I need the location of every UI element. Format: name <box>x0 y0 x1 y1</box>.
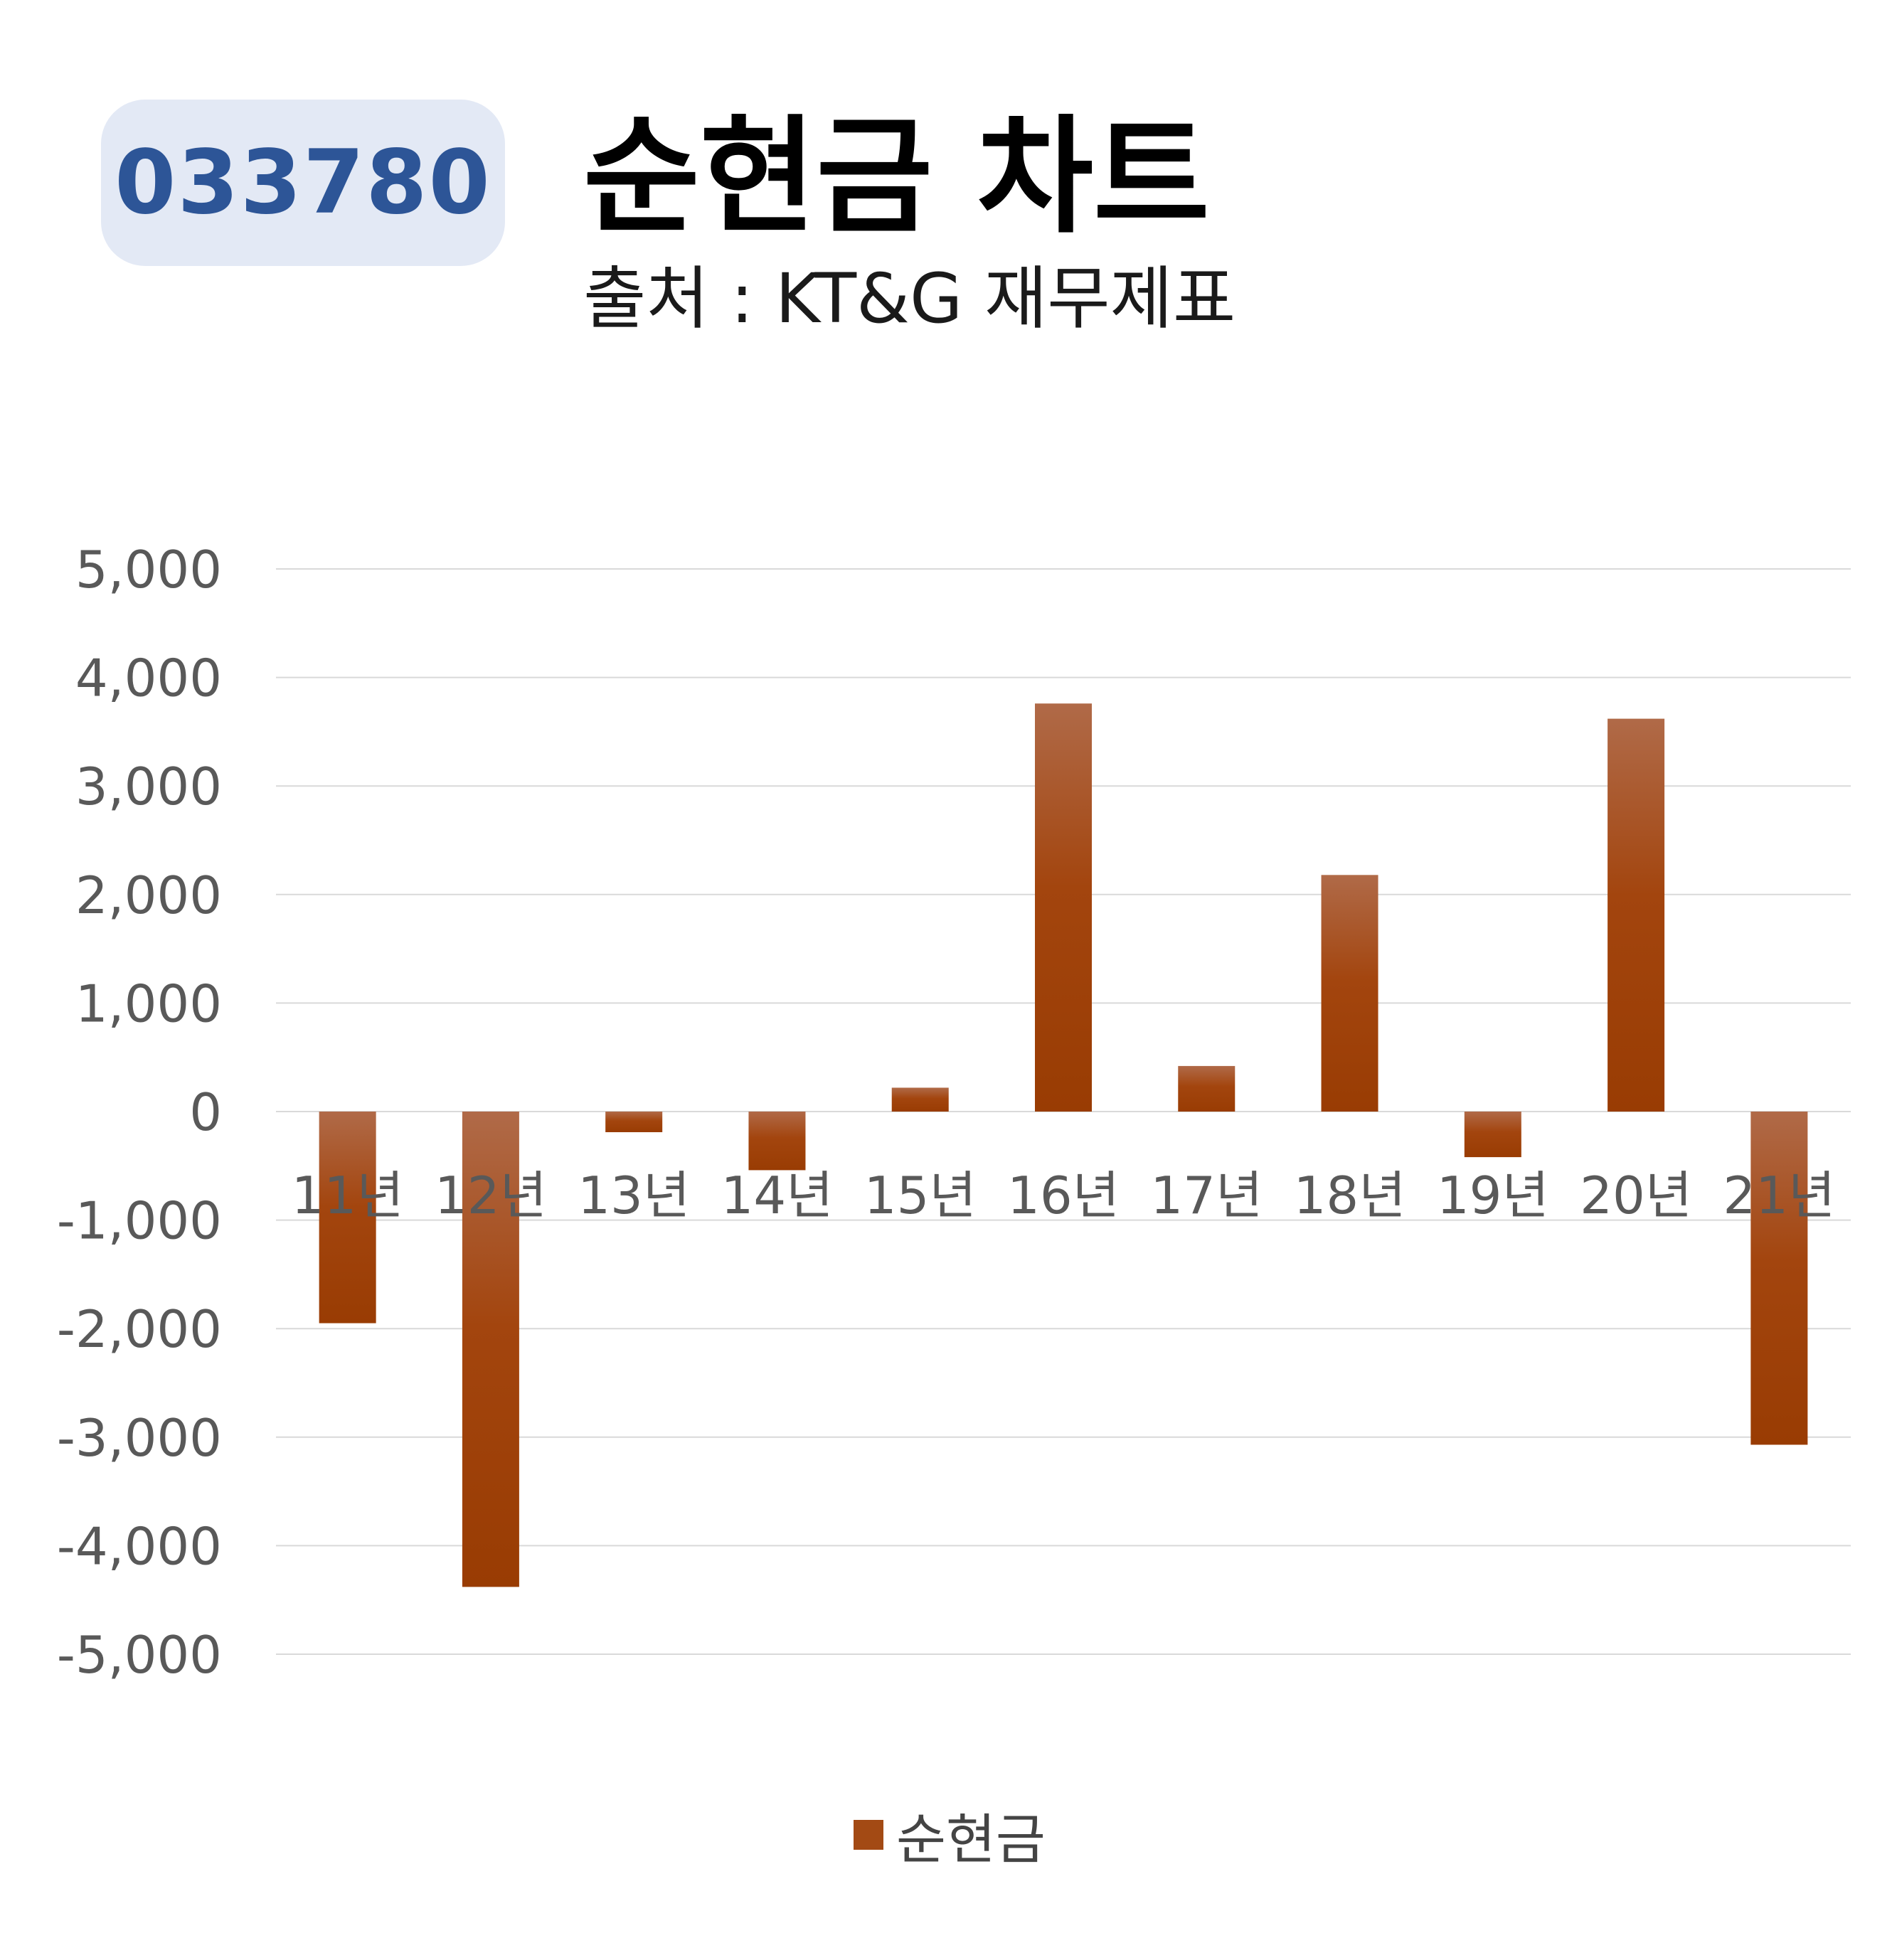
y-tick-label: -5,000 <box>57 1625 222 1685</box>
x-tick-label: 13년 <box>578 1166 690 1225</box>
bar-12년 <box>462 1112 519 1587</box>
y-tick-label: -4,000 <box>57 1516 222 1576</box>
x-tick-label: 17년 <box>1150 1166 1263 1225</box>
legend-label: 순현금 <box>896 1808 1046 1871</box>
y-tick-label: -1,000 <box>57 1191 222 1251</box>
bar-21년 <box>1750 1112 1808 1445</box>
x-tick-label: 16년 <box>1007 1166 1120 1225</box>
legend-swatch <box>854 1820 883 1850</box>
y-tick-label: 5,000 <box>75 540 222 600</box>
bar-20년 <box>1608 718 1665 1112</box>
y-tick-label: 1,000 <box>75 974 222 1033</box>
y-tick-label: -2,000 <box>57 1299 222 1359</box>
x-tick-label: 12년 <box>435 1166 547 1225</box>
y-tick-label: -3,000 <box>57 1408 222 1468</box>
bar-11년 <box>319 1112 376 1323</box>
x-tick-label: 15년 <box>864 1166 977 1225</box>
x-tick-label: 21년 <box>1723 1166 1835 1225</box>
chart-subtitle: 출처 : KT&G 재무제표 <box>583 259 1236 339</box>
ticker-badge: 033780 <box>101 100 505 266</box>
bar-19년 <box>1464 1112 1521 1158</box>
y-tick-label: 3,000 <box>75 757 222 816</box>
bar-16년 <box>1035 703 1092 1112</box>
ticker-code: 033780 <box>115 132 491 234</box>
y-tick-label: 4,000 <box>75 649 222 708</box>
x-tick-label: 11년 <box>292 1166 404 1225</box>
x-tick-label: 18년 <box>1294 1166 1406 1225</box>
bar-17년 <box>1178 1065 1236 1112</box>
y-tick-label: 2,000 <box>75 866 222 925</box>
x-tick-label: 20년 <box>1580 1166 1692 1225</box>
y-tick-label: 0 <box>189 1082 222 1142</box>
x-tick-label: 19년 <box>1437 1166 1549 1225</box>
chart-title: 순현금 차트 <box>583 103 1210 250</box>
bar-14년 <box>748 1112 806 1171</box>
bar-15년 <box>891 1087 949 1112</box>
legend: 순현금 <box>854 1796 1046 1874</box>
bar-18년 <box>1321 875 1378 1112</box>
x-tick-label: 14년 <box>721 1166 834 1225</box>
bar-13년 <box>605 1112 663 1132</box>
